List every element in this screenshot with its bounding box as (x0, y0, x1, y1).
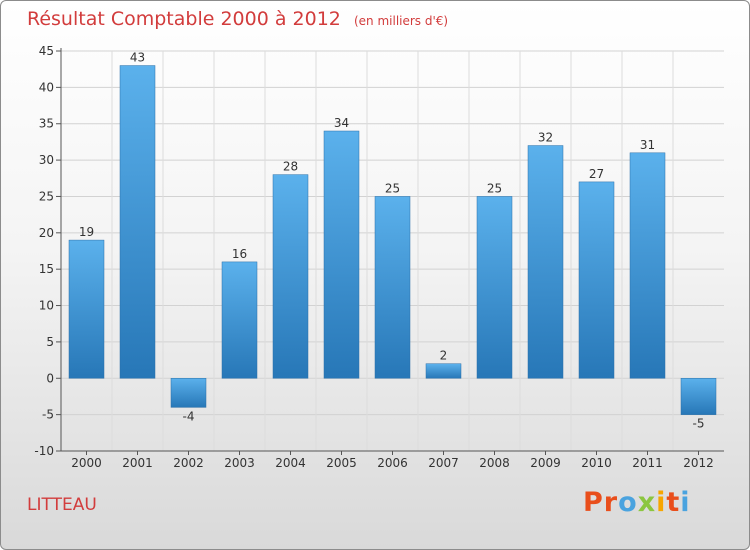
y-tick-label: 45 (39, 44, 54, 58)
value-label-2003: 16 (232, 247, 247, 261)
bar-2012 (680, 378, 717, 415)
value-label-2001: 43 (130, 51, 145, 65)
logo-letter: i (656, 487, 667, 518)
bar-2009 (527, 145, 564, 379)
logo-letter: i (680, 487, 691, 518)
labels: -10 -5 0 5 10 15 20 25 30 35 40 45 19 2000 43 2001 -4 200… (34, 44, 713, 470)
axes (56, 48, 724, 455)
chart-title-unit: (en milliers d'€) (353, 14, 449, 28)
y-tick-label: -5 (42, 408, 54, 422)
bar-2011 (629, 152, 666, 379)
x-tick-label-2012: 2012 (683, 456, 714, 470)
x-tick-label-2005: 2005 (326, 456, 357, 470)
bar-2000 (68, 239, 105, 379)
value-label-2009: 32 (538, 131, 553, 145)
value-label-2010: 27 (589, 167, 604, 181)
y-tick-label: 20 (39, 226, 54, 240)
y-tick-label: 40 (39, 80, 54, 94)
bars (68, 65, 717, 415)
x-tick-label-2011: 2011 (632, 456, 663, 470)
value-label-2012: -5 (693, 417, 705, 431)
chart-title-main: Résultat Comptable 2000 à 2012 (27, 8, 341, 30)
y-tick-label: 35 (39, 117, 54, 131)
value-label-2004: 28 (283, 160, 298, 174)
y-tick-label: 30 (39, 153, 54, 167)
y-tick-label: 25 (39, 189, 54, 203)
y-tick-label: 0 (46, 371, 54, 385)
value-label-2000: 19 (79, 225, 94, 239)
x-tick-label-2010: 2010 (581, 456, 612, 470)
value-label-2011: 31 (640, 138, 655, 152)
bar-2008 (476, 196, 513, 379)
bar-2001 (119, 65, 156, 379)
x-tick-label-2007: 2007 (428, 456, 459, 470)
logo-letter: x (637, 487, 657, 518)
y-tick-label: -10 (34, 444, 54, 458)
x-tick-label-2000: 2000 (71, 456, 102, 470)
bar-2010 (578, 181, 615, 379)
x-tick-label-2008: 2008 (479, 456, 510, 470)
value-label-2002: -4 (183, 409, 195, 423)
chart-title: Résultat Comptable 2000 à 2012 (en milli… (27, 8, 448, 30)
x-tick-label-2004: 2004 (275, 456, 306, 470)
bar-2005 (323, 130, 360, 379)
bar-2007 (425, 363, 462, 379)
x-tick-label-2006: 2006 (377, 456, 408, 470)
value-label-2008: 25 (487, 181, 502, 195)
logo-letter: P (583, 487, 604, 518)
y-tick-label: 15 (39, 262, 54, 276)
bar-2006 (374, 196, 411, 379)
x-tick-label-2002: 2002 (173, 456, 204, 470)
x-tick-label-2001: 2001 (122, 456, 153, 470)
y-tick-label: 5 (46, 335, 54, 349)
value-label-2005: 34 (334, 116, 349, 130)
logo-letter: o (618, 487, 638, 518)
y-tick-label: 10 (39, 299, 54, 313)
value-label-2007: 2 (440, 349, 448, 363)
x-tick-label-2003: 2003 (224, 456, 255, 470)
bar-2003 (221, 261, 258, 379)
commune-name: LITTEAU (27, 495, 97, 515)
value-label-2006: 25 (385, 181, 400, 195)
proxiti-logo: Proxiti (583, 487, 691, 518)
x-tick-label-2009: 2009 (530, 456, 561, 470)
bar-2004 (272, 174, 309, 379)
logo-letter: r (603, 487, 619, 518)
bar-2002 (170, 378, 207, 408)
logo-letter: t (666, 487, 681, 518)
